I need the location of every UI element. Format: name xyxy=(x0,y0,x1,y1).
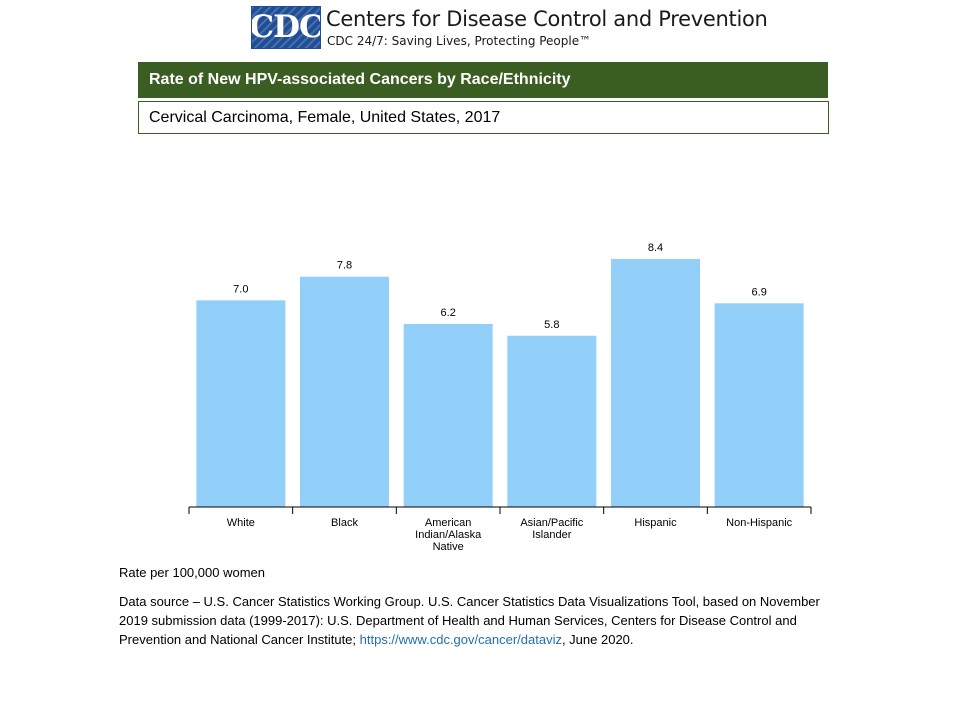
data-label-4: 8.4 xyxy=(648,242,663,254)
data-source-link[interactable]: https://www.cdc.gov/cancer/dataviz xyxy=(359,632,562,647)
x-tick-label-2-2: Native xyxy=(433,541,464,553)
bar-4 xyxy=(611,259,700,507)
organization-name: Centers for Disease Control and Preventi… xyxy=(326,7,768,31)
data-source-note: Data source – U.S. Cancer Statistics Wor… xyxy=(119,592,839,649)
cdc-logo-text: CDC xyxy=(251,9,321,45)
chart-title-bar: Rate of New HPV-associated Cancers by Ra… xyxy=(138,62,828,98)
data-label-3: 5.8 xyxy=(544,319,559,331)
cdc-logo[interactable]: CDC xyxy=(251,6,321,49)
x-tick-label-2-0: American xyxy=(425,517,471,529)
data-label-1: 7.8 xyxy=(337,260,352,272)
data-source-suffix: , June 2020. xyxy=(561,632,634,647)
x-tick-label-3-1: Islander xyxy=(532,529,571,541)
bar-1 xyxy=(300,276,389,507)
data-label-0: 7.0 xyxy=(233,283,248,295)
bar-0 xyxy=(196,300,286,507)
x-tick-label-2-1: Indian/Alaska xyxy=(415,529,482,541)
x-tick-label-5-0: Non-Hispanic xyxy=(726,517,793,529)
x-tick-label-4-0: Hispanic xyxy=(634,517,677,529)
x-tick-label-0-0: White xyxy=(227,517,255,529)
data-source-text: Data source – U.S. Cancer Statistics Wor… xyxy=(119,594,820,647)
bar-2 xyxy=(403,323,493,507)
x-tick-label-1-0: Black xyxy=(331,517,358,529)
x-tick-label-3-0: Asian/Pacific xyxy=(520,517,583,529)
rate-note: Rate per 100,000 women xyxy=(119,565,265,580)
data-label-5: 6.9 xyxy=(752,286,767,298)
organization-tagline: CDC 24/7: Saving Lives, Protecting Peopl… xyxy=(327,34,592,48)
bar-5 xyxy=(714,303,804,507)
data-label-2: 6.2 xyxy=(441,307,456,319)
chart-subtitle-box: Cervical Carcinoma, Female, United State… xyxy=(138,101,829,134)
bar-3 xyxy=(507,335,597,507)
